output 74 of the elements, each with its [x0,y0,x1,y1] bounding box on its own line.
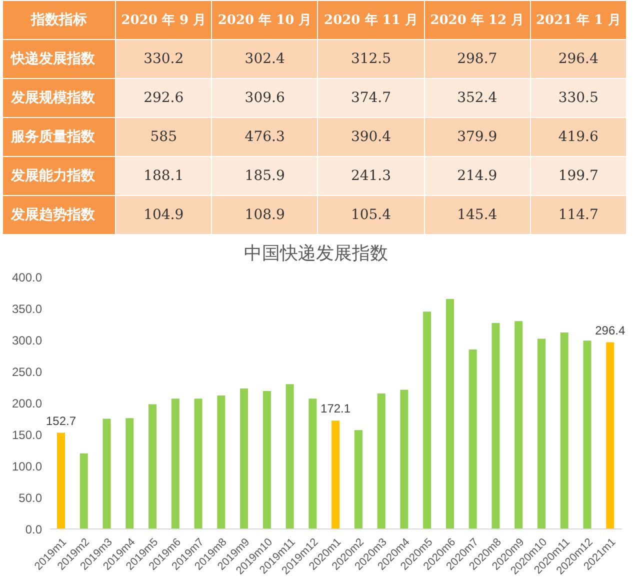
bar [171,398,180,529]
y-tick-label: 300.0 [12,333,42,348]
y-tick-label: 150.0 [12,428,42,442]
bar [217,395,226,529]
bar [308,398,317,529]
bar [286,384,294,529]
data-label: 352.4 [424,78,530,118]
y-tick-label: 服务质量指数 [2,118,116,156]
y-tick-label: 100.0 [12,459,42,474]
bar [80,453,88,529]
bar [377,394,386,529]
data-label: 476.3 [212,118,318,156]
bar [514,321,523,529]
bar [102,418,111,529]
data-label: 199.7 [530,156,626,196]
data-label: 241.3 [318,156,424,196]
bar [148,404,157,529]
x-tick-label: 2021 年 1 月 [530,0,626,40]
data-label: 419.6 [530,118,626,156]
bar [446,299,454,529]
y-tick-label: 发展能力指数 [2,156,116,196]
x-tick-label: 2020 年 10 月 [212,0,318,40]
bar [560,332,568,529]
data-label: 374.7 [318,78,424,118]
chart-title: 中国快递发展指数 [243,242,389,265]
data-label: 152.7 [46,414,76,428]
data-label: 330.5 [530,78,626,118]
bar [537,338,546,529]
x-tick-label: 2020 年 11 月 [318,0,424,40]
bar [262,391,271,529]
bar [400,390,408,529]
bar [332,420,340,529]
data-label: 292.6 [116,78,212,118]
data-label: 105.4 [318,196,424,234]
y-axis-title: 指数指标 [2,0,116,40]
data-label: 330.2 [116,40,212,78]
y-tick-label: 200.0 [12,396,42,410]
bar [423,312,432,529]
y-tick-label: 50.0 [18,490,42,505]
data-label: 108.9 [212,196,318,234]
data-label: 302.4 [212,40,318,78]
data-label: 185.9 [212,156,318,196]
y-tick-label: 快递发展指数 [2,40,116,78]
data-label: 379.9 [424,118,530,156]
y-tick-label: 发展趋势指数 [2,196,116,234]
data-label: 172.1 [320,402,351,416]
data-label: 296.4 [530,40,626,78]
bar [354,430,362,529]
bar [240,388,248,529]
bar [126,418,134,529]
data-label: 214.9 [424,156,530,196]
y-tick-label: 发展规模指数 [2,78,116,118]
data-label: 145.4 [424,196,530,234]
bar [468,349,477,529]
data-label: 298.7 [424,40,530,78]
bar [194,398,202,529]
y-tick-label: 0.0 [25,522,42,536]
data-label: 104.9 [116,196,212,234]
data-label: 312.5 [318,40,424,78]
y-tick-label: 250.0 [12,364,42,379]
data-label: 585 [116,118,212,156]
data-label: 309.6 [212,78,318,118]
y-tick-label: 350.0 [12,302,42,316]
data-label: 390.4 [318,118,424,156]
x-tick-label: 2020 年 9 月 [116,0,212,40]
data-label: 296.4 [595,323,626,338]
data-label: 188.1 [116,156,212,196]
bar [606,342,614,529]
data-label: 114.7 [530,196,626,234]
bar [492,322,500,529]
bar [57,432,65,529]
x-tick-label: 2020 年 12 月 [424,0,530,40]
bar [583,340,592,529]
y-tick-label: 400.0 [12,270,42,284]
